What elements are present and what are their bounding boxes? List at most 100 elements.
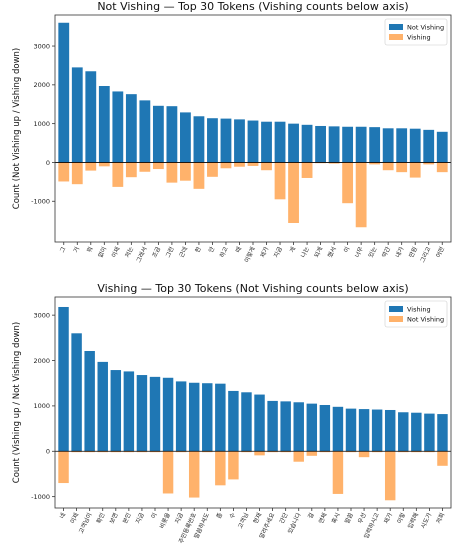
bar-down xyxy=(220,162,232,169)
x-tick-label: 이제 xyxy=(110,245,122,258)
x-tick-label: 확인 xyxy=(95,511,107,524)
y-axis-label: Count (Vishing up / Not Vishing down) xyxy=(12,322,22,483)
bar-up xyxy=(382,128,394,163)
bar-up xyxy=(319,404,331,452)
x-tick-label: 어떤 xyxy=(434,245,446,258)
bar-down xyxy=(136,451,148,453)
bar-down xyxy=(396,162,408,173)
bar-down xyxy=(149,451,161,453)
bar-down xyxy=(202,451,213,453)
chart-title: Vishing — Top 30 Tokens (Not Vishing cou… xyxy=(97,282,408,295)
x-tick-label: 조금 xyxy=(151,245,162,258)
bar-up xyxy=(301,124,313,163)
bar-down xyxy=(175,451,187,453)
bar-down xyxy=(358,451,370,458)
x-tick-label: 때 xyxy=(234,245,244,253)
bar-up xyxy=(162,377,174,452)
x-tick-label: 내가 xyxy=(394,245,406,259)
x-tick-label: 저는 xyxy=(123,245,135,259)
bar-down xyxy=(369,162,381,165)
x-tick-label: 그 xyxy=(59,245,68,253)
bar-down xyxy=(280,451,291,453)
x-tick-label: 현재 xyxy=(251,511,263,524)
y-tick-label: 0 xyxy=(46,159,50,167)
bar-down xyxy=(71,162,83,185)
x-tick-label: 했서 xyxy=(326,245,338,258)
bar-up xyxy=(58,22,70,163)
bar-down xyxy=(423,162,435,165)
bar-down xyxy=(254,451,265,456)
bar-down xyxy=(85,162,97,171)
x-tick-label: 이렇게 xyxy=(243,245,257,263)
bar-up xyxy=(71,67,83,163)
bar-up xyxy=(369,127,381,163)
bar-down xyxy=(398,451,409,453)
x-tick-label: 안 xyxy=(207,245,217,254)
x-tick-label: 시도가 xyxy=(419,511,433,530)
bar-up xyxy=(98,86,110,163)
bar-up xyxy=(125,94,137,163)
bar-up xyxy=(280,401,291,452)
x-tick-label: 나는 xyxy=(299,245,311,259)
bar-up xyxy=(424,413,435,452)
bar-up xyxy=(328,126,340,163)
x-tick-label: 비롯을 xyxy=(158,511,172,530)
bar-up xyxy=(315,125,326,163)
bar-up xyxy=(139,100,151,163)
bar-up xyxy=(332,406,344,452)
bar-down xyxy=(139,162,151,172)
y-tick-label: 2000 xyxy=(33,81,50,89)
bar-down xyxy=(180,162,191,181)
chart-1: Not Vishing — Top 30 Tokens (Vishing cou… xyxy=(12,0,452,264)
bar-up xyxy=(274,121,286,163)
bar-down xyxy=(355,162,367,228)
bar-down xyxy=(112,162,124,187)
x-tick-label: 지금 xyxy=(173,511,185,525)
bar-down xyxy=(188,451,200,498)
bar-up xyxy=(409,128,421,163)
bar-up xyxy=(112,91,124,163)
x-tick-label: 이제 xyxy=(68,511,80,524)
y-axis-label: Count (Not Vishing up / Vishing down) xyxy=(12,48,22,209)
bar-up xyxy=(188,382,200,452)
bar-down xyxy=(84,451,95,453)
x-tick-label: 입력해 xyxy=(406,511,420,529)
bar-down xyxy=(409,162,421,178)
bar-up xyxy=(293,402,304,452)
bar-up xyxy=(215,383,226,452)
x-tick-label: 거 xyxy=(72,245,82,253)
x-tick-label: 없이 xyxy=(96,245,108,258)
chart-2: Vishing — Top 30 Tokens (Not Vishing cou… xyxy=(12,282,452,545)
bar-down xyxy=(293,451,304,462)
bar-down xyxy=(123,451,135,453)
bar-up xyxy=(71,333,82,452)
bar-up xyxy=(180,112,191,163)
y-tick-label: 3000 xyxy=(33,311,50,319)
y-tick-label: -1000 xyxy=(31,198,50,206)
bar-up xyxy=(247,120,259,163)
bar-down xyxy=(71,451,82,453)
y-tick-label: 1000 xyxy=(33,120,50,128)
bar-down xyxy=(110,451,122,453)
legend-swatch xyxy=(389,34,403,40)
bar-up xyxy=(288,123,299,163)
x-tick-label: 네 xyxy=(58,511,68,519)
bar-up xyxy=(202,383,213,452)
bar-down xyxy=(437,451,448,466)
x-tick-label: 그리고 xyxy=(418,245,432,264)
bar-down xyxy=(58,162,70,182)
x-tick-label: 제가 xyxy=(382,511,394,525)
bar-down xyxy=(328,162,340,164)
x-tick-label: 제가 xyxy=(258,245,270,259)
x-tick-label: 이 xyxy=(342,245,352,253)
x-tick-label: 근데 xyxy=(177,245,189,258)
bar-down xyxy=(215,451,226,486)
bar-down xyxy=(97,451,108,453)
bar-up xyxy=(85,71,97,163)
x-tick-label: 좀 xyxy=(215,511,224,519)
bar-up xyxy=(207,118,218,163)
legend-swatch xyxy=(389,306,403,312)
bar-up xyxy=(193,116,205,163)
y-tick-label: 1000 xyxy=(33,402,50,410)
